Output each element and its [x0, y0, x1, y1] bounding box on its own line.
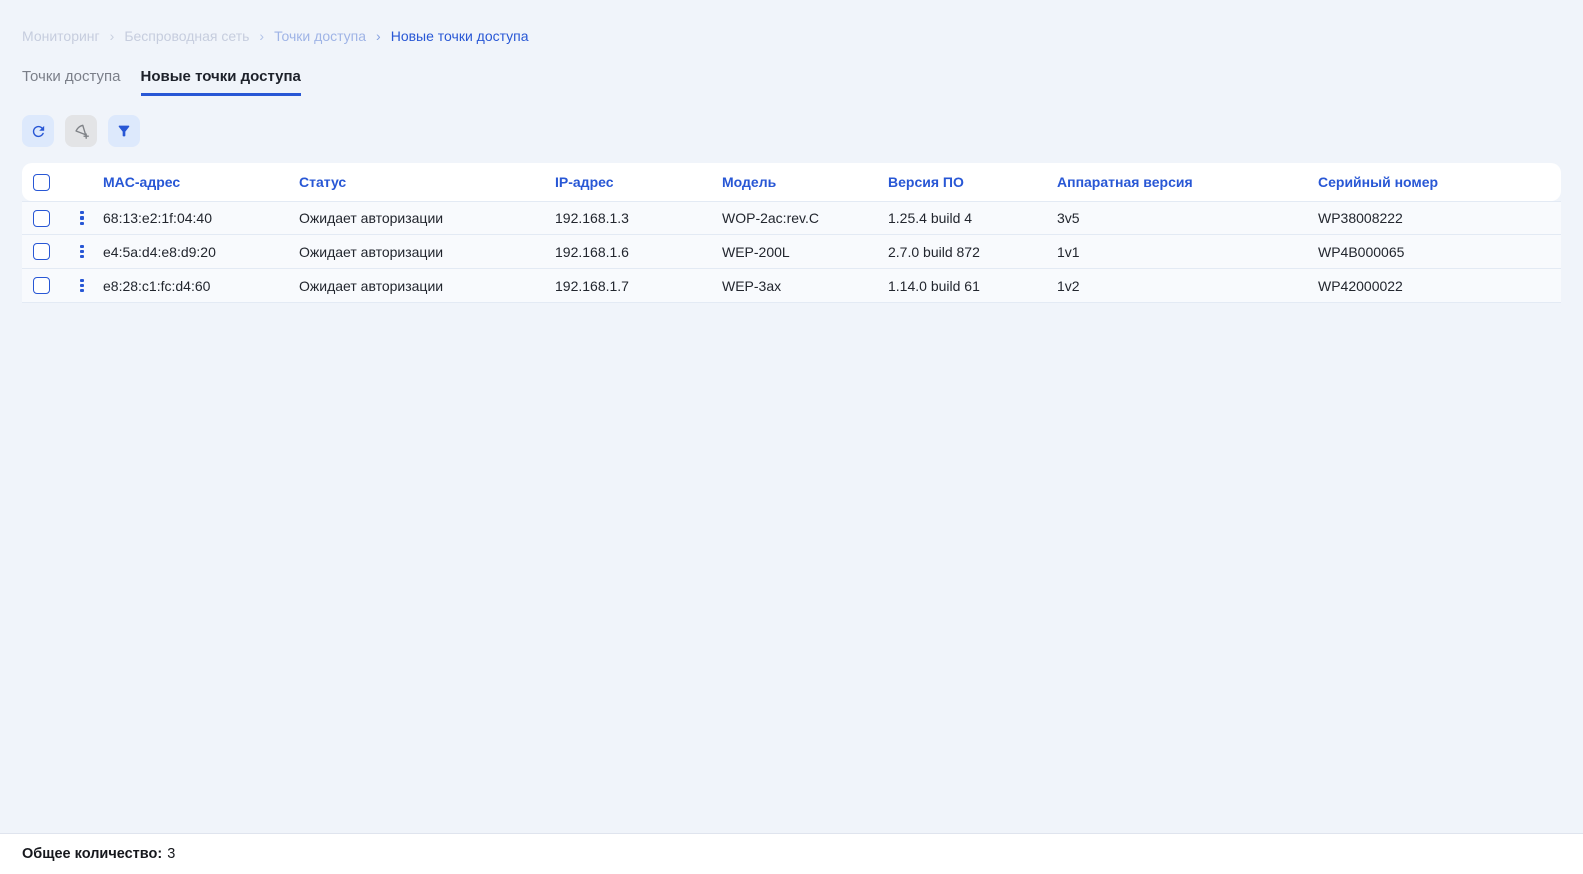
refresh-icon: [30, 123, 47, 140]
cell-firmware: 1.14.0 build 61: [888, 277, 980, 294]
cell-mac: 68:13:e2:1f:04:40: [103, 210, 212, 226]
breadcrumb-item-wireless-network[interactable]: Беспроводная сеть: [124, 28, 250, 44]
column-header-hardware[interactable]: Аппаратная версия: [1057, 174, 1193, 190]
tabs: Точки доступа Новые точки доступа: [22, 68, 1561, 96]
cell-model: WOP-2ac:rev.C: [722, 210, 819, 226]
filter-icon: [116, 123, 132, 139]
tab-access-points[interactable]: Точки доступа: [22, 68, 121, 85]
filter-button[interactable]: [108, 115, 140, 147]
column-header-status[interactable]: Статус: [299, 174, 347, 190]
cell-status: Ожидает авторизации: [299, 243, 444, 260]
cell-hardware: 1v1: [1057, 243, 1080, 260]
page: Мониторинг › Беспроводная сеть › Точки д…: [0, 0, 1583, 303]
cell-serial: WP42000022: [1318, 277, 1403, 294]
select-all-checkbox[interactable]: [33, 173, 50, 191]
breadcrumb: Мониторинг › Беспроводная сеть › Точки д…: [22, 28, 1561, 44]
cell-hardware: 1v2: [1057, 277, 1080, 294]
breadcrumb-separator-icon: ›: [109, 28, 115, 44]
table-row: e8:28:c1:fc:d4:60 Ожидает авторизации 19…: [22, 269, 1561, 303]
cell-ip: 192.168.1.6: [555, 243, 629, 260]
tab-new-access-points[interactable]: Новые точки доступа: [140, 68, 301, 96]
table-header-row: MAC-адрес Статус IP-адрес Модель Версия …: [22, 163, 1561, 201]
table-row: 68:13:e2:1f:04:40 Ожидает авторизации 19…: [22, 201, 1561, 235]
total-count-value: 3: [167, 846, 176, 862]
breadcrumb-separator-icon: ›: [259, 28, 265, 44]
row-menu-kebab-icon[interactable]: [74, 277, 90, 295]
add-access-point-button[interactable]: [65, 115, 97, 147]
column-header-mac[interactable]: MAC-адрес: [103, 174, 181, 190]
breadcrumb-item-access-points[interactable]: Точки доступа: [274, 28, 367, 44]
cell-firmware: 1.25.4 build 4: [888, 210, 973, 226]
cell-ip: 192.168.1.3: [555, 210, 629, 226]
new-access-points-table: MAC-адрес Статус IP-адрес Модель Версия …: [22, 163, 1561, 303]
cell-mac: e4:5a:d4:e8:d9:20: [103, 243, 216, 260]
cell-serial: WP38008222: [1318, 210, 1403, 226]
cell-status: Ожидает авторизации: [299, 277, 444, 294]
breadcrumb-item-new-access-points: Новые точки доступа: [390, 28, 529, 44]
cell-mac: e8:28:c1:fc:d4:60: [103, 277, 211, 294]
refresh-button[interactable]: [22, 115, 54, 147]
breadcrumb-item-monitoring[interactable]: Мониторинг: [22, 28, 100, 44]
access-point-add-icon: [73, 123, 90, 140]
cell-status: Ожидает авторизации: [299, 210, 444, 226]
column-header-serial[interactable]: Серийный номер: [1318, 174, 1439, 190]
table-row: e4:5a:d4:e8:d9:20 Ожидает авторизации 19…: [22, 235, 1561, 269]
column-header-model[interactable]: Модель: [722, 174, 777, 190]
row-checkbox[interactable]: [33, 209, 50, 227]
row-menu-kebab-icon[interactable]: [74, 243, 90, 261]
total-count-label: Общее количество:: [22, 846, 163, 862]
breadcrumb-separator-icon: ›: [376, 28, 381, 44]
table-body: 68:13:e2:1f:04:40 Ожидает авторизации 19…: [22, 201, 1561, 303]
toolbar: [22, 115, 1561, 147]
cell-hardware: 3v5: [1057, 210, 1080, 226]
cell-firmware: 2.7.0 build 872: [888, 243, 980, 260]
footer-total-bar: Общее количество: 3: [0, 833, 1583, 874]
cell-ip: 192.168.1.7: [555, 277, 629, 294]
row-checkbox[interactable]: [33, 277, 50, 294]
column-header-ip[interactable]: IP-адрес: [555, 174, 614, 190]
row-menu-kebab-icon[interactable]: [74, 209, 90, 227]
row-checkbox[interactable]: [33, 243, 50, 260]
column-header-firmware[interactable]: Версия ПО: [888, 174, 964, 190]
cell-serial: WP4B000065: [1318, 243, 1405, 260]
cell-model: WEP-200L: [722, 243, 790, 260]
cell-model: WEP-3ax: [722, 277, 782, 294]
